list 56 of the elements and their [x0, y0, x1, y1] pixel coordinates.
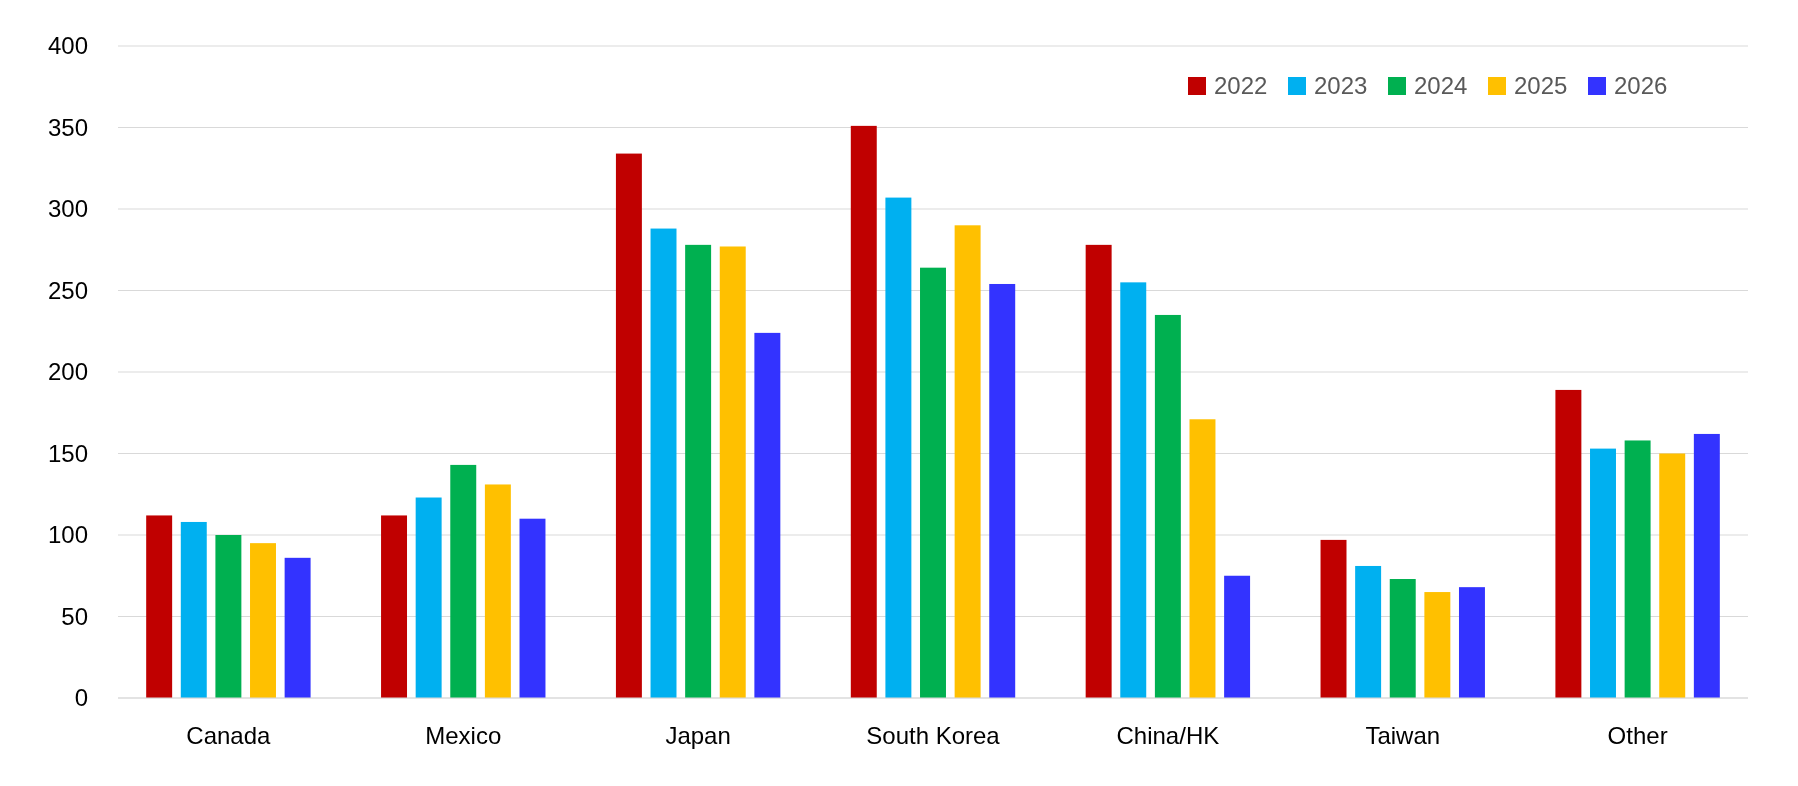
x-tick-label: China/HK	[1116, 722, 1220, 749]
bar	[989, 283, 1016, 698]
bar	[1224, 575, 1251, 698]
x-tick-label: Other	[1607, 722, 1668, 749]
legend-label: 2026	[1614, 72, 1668, 100]
bar	[685, 244, 712, 698]
bar	[1154, 314, 1181, 698]
legend-label: 2023	[1314, 72, 1368, 100]
bar	[920, 267, 946, 698]
bar	[719, 246, 746, 698]
bar	[1120, 282, 1147, 698]
x-tick-label: South Korea	[866, 722, 1001, 749]
y-tick-label: 50	[61, 602, 88, 630]
y-tick-label: 300	[47, 195, 88, 223]
bar	[415, 497, 442, 698]
bar	[954, 225, 981, 698]
bar	[284, 557, 311, 698]
bar	[615, 153, 642, 698]
bar	[519, 518, 546, 698]
bar	[1389, 579, 1416, 698]
bar	[1189, 419, 1216, 698]
y-tick-label: 400	[47, 32, 88, 60]
bar	[250, 543, 276, 698]
y-tick-label: 150	[47, 439, 88, 467]
bar	[450, 464, 477, 698]
bar	[650, 228, 677, 698]
bar	[1085, 244, 1112, 698]
y-tick-label: 0	[74, 684, 88, 712]
y-tick-label: 200	[47, 358, 88, 386]
bar	[1590, 448, 1616, 698]
bar	[1320, 539, 1347, 698]
bar	[1555, 389, 1582, 698]
y-tick-label: 100	[47, 521, 88, 549]
bar	[754, 332, 781, 698]
bar	[146, 515, 173, 698]
y-tick-label: 250	[47, 276, 88, 304]
bar	[1624, 440, 1651, 698]
bar	[885, 197, 912, 698]
bar	[850, 125, 877, 698]
x-tick-label: Canada	[186, 722, 272, 749]
bar	[180, 521, 207, 698]
legend-label: 2025	[1514, 72, 1568, 100]
bar	[215, 535, 242, 698]
x-tick-label: Taiwan	[1365, 722, 1441, 749]
bar	[1424, 592, 1451, 698]
bar	[381, 515, 408, 698]
bar	[1693, 433, 1720, 698]
bar	[1355, 565, 1382, 698]
bar	[484, 484, 511, 698]
x-tick-label: Japan	[665, 722, 731, 749]
bar	[1659, 453, 1686, 698]
legend-label: 2022	[1214, 72, 1268, 100]
x-tick-label: Mexico	[425, 722, 502, 749]
y-tick-label: 350	[47, 113, 88, 141]
legend-label: 2024	[1414, 72, 1468, 100]
bar	[1458, 587, 1485, 698]
